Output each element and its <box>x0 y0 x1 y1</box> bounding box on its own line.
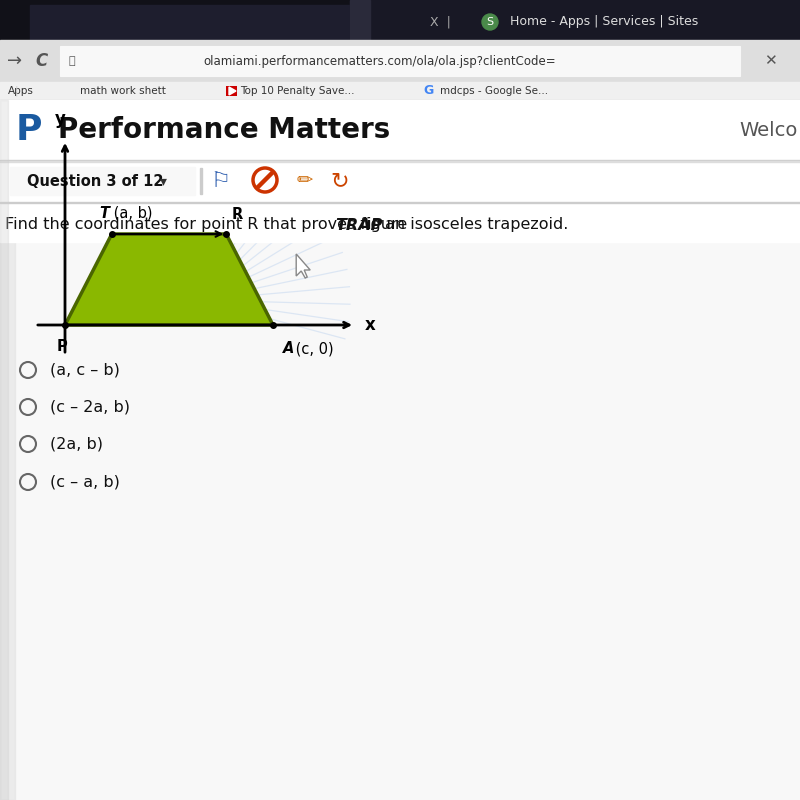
Bar <box>30 5 770 175</box>
Polygon shape <box>229 87 236 95</box>
Bar <box>0 100 800 160</box>
Bar <box>350 0 370 42</box>
Bar <box>0 159 800 161</box>
Bar <box>0 161 800 162</box>
Bar <box>10 167 195 195</box>
Text: Apps: Apps <box>8 86 34 96</box>
Bar <box>0 100 15 800</box>
Text: (a, c – b): (a, c – b) <box>50 362 120 378</box>
Text: P: P <box>57 339 67 354</box>
Text: Top 10 Penalty Save...: Top 10 Penalty Save... <box>240 86 354 96</box>
Text: X  |: X | <box>430 15 451 29</box>
Text: →: → <box>7 52 22 70</box>
Text: G: G <box>423 85 433 98</box>
Bar <box>0 100 800 101</box>
Bar <box>0 160 800 202</box>
Bar <box>0 200 800 242</box>
Text: ✏: ✏ <box>297 171 313 190</box>
Text: |: | <box>8 86 18 96</box>
Bar <box>0 100 800 800</box>
Text: S: S <box>486 17 494 27</box>
Bar <box>350 0 800 42</box>
Text: C: C <box>36 52 48 70</box>
Bar <box>0 40 800 82</box>
Text: ↻: ↻ <box>330 171 350 191</box>
Text: Question 3 of 12: Question 3 of 12 <box>26 174 163 189</box>
Bar <box>0 100 8 800</box>
Text: (c – a, b): (c – a, b) <box>50 474 120 490</box>
Text: 🔒: 🔒 <box>69 56 75 66</box>
Bar <box>12 105 47 155</box>
Text: P: P <box>16 113 42 147</box>
Text: Find the coordinates for point R that proves figure: Find the coordinates for point R that pr… <box>5 218 412 233</box>
Text: Home - Apps | Services | Sites: Home - Apps | Services | Sites <box>510 15 698 29</box>
Text: (2a, b): (2a, b) <box>50 437 103 451</box>
Text: TRAP: TRAP <box>335 218 382 233</box>
Text: is an isosceles trapezoid.: is an isosceles trapezoid. <box>362 218 568 233</box>
Polygon shape <box>65 234 273 325</box>
Text: Welco: Welco <box>740 121 798 139</box>
Text: (a, b): (a, b) <box>109 206 152 221</box>
Text: math work shett: math work shett <box>80 86 166 96</box>
Bar <box>0 82 800 100</box>
Polygon shape <box>296 254 310 278</box>
Text: (c, 0): (c, 0) <box>291 341 334 356</box>
Bar <box>226 86 237 96</box>
Text: x: x <box>365 316 376 334</box>
Bar <box>60 46 740 76</box>
Text: A: A <box>283 341 294 356</box>
Text: ✕: ✕ <box>764 54 776 69</box>
Text: R: R <box>231 207 242 222</box>
Text: mdcps - Google Se...: mdcps - Google Se... <box>440 86 548 96</box>
Text: Performance Matters: Performance Matters <box>58 116 390 144</box>
Bar <box>0 0 800 180</box>
Circle shape <box>482 14 498 30</box>
Bar <box>0 202 800 203</box>
Text: ▾: ▾ <box>159 174 166 188</box>
Text: y: y <box>54 110 66 128</box>
Text: olamiami.performancematters.com/ola/ola.jsp?clientCode=: olamiami.performancematters.com/ola/ola.… <box>204 54 556 67</box>
Bar <box>200 168 202 194</box>
Text: (c – 2a, b): (c – 2a, b) <box>50 399 130 414</box>
Text: ⚐: ⚐ <box>210 171 230 191</box>
Bar <box>255 170 274 190</box>
Text: T: T <box>99 206 109 221</box>
